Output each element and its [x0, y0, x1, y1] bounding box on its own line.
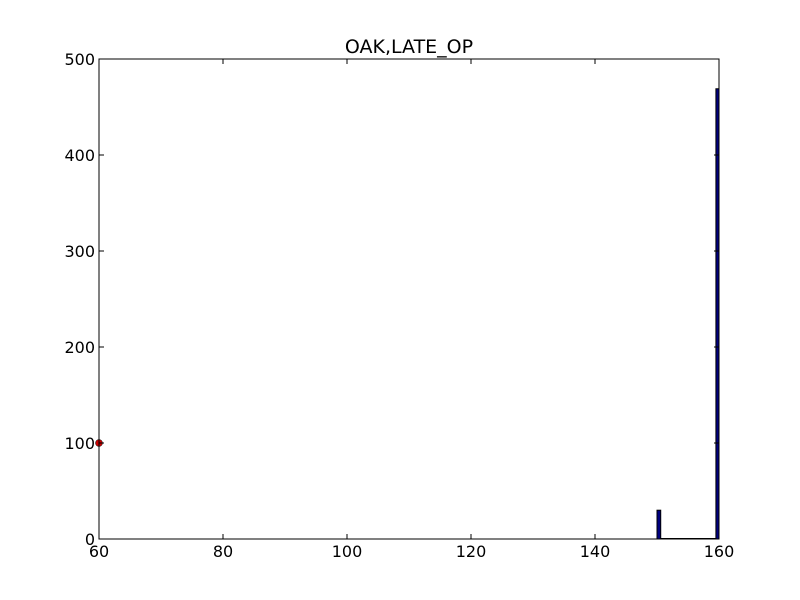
x-tick-label: 140: [580, 542, 611, 561]
y-tick-label: 0: [85, 530, 95, 549]
x-tick-label: 100: [332, 542, 363, 561]
chart-title: OAK,LATE_OP: [345, 36, 473, 58]
x-tick-label: 120: [456, 542, 487, 561]
x-tick-label: 160: [704, 542, 735, 561]
x-tick-label: 60: [89, 542, 109, 561]
plot-frame: [98, 58, 720, 540]
y-tick-label: 400: [64, 146, 95, 165]
x-axis: 60 80 100 120 140 160: [89, 59, 734, 561]
y-tick-label: 300: [64, 242, 95, 261]
y-axis: 0 100 200 300 400 500: [64, 50, 719, 549]
x-tick-label: 80: [213, 542, 233, 561]
bar-150: [656, 509, 662, 540]
y-tick-label: 200: [64, 338, 95, 357]
y-tick-label: 500: [64, 50, 95, 69]
plot-area: [95, 88, 720, 540]
y-tick-label: 100: [64, 434, 95, 453]
